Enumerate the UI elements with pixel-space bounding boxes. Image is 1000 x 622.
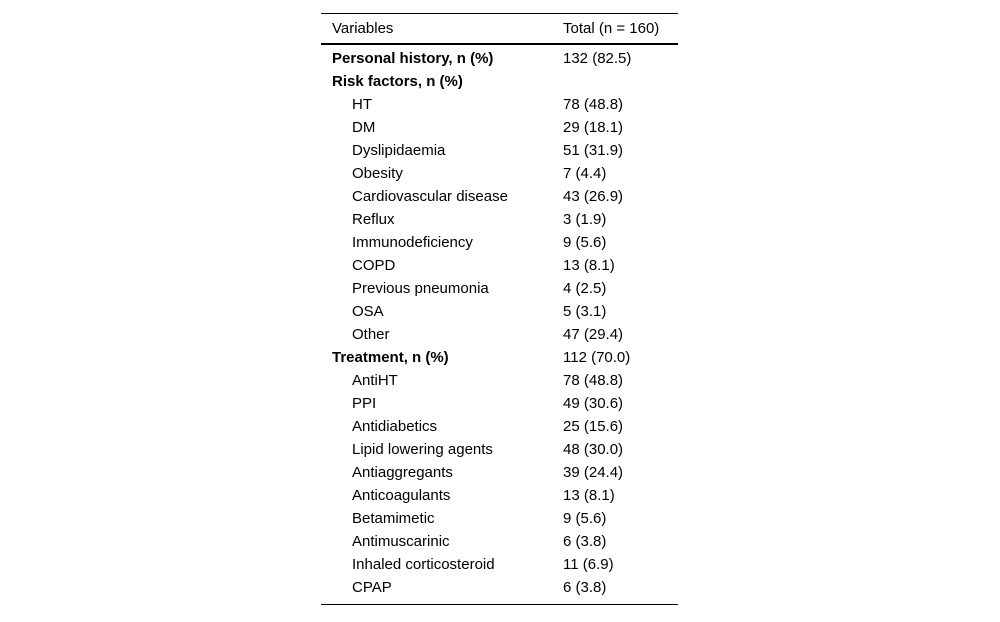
row-label: Reflux <box>352 211 395 228</box>
table-row: PPI 49 (30.6) <box>321 392 678 415</box>
table-row: CPAP 6 (3.8) <box>321 576 678 599</box>
row-value: 25 (15.6) <box>563 418 624 435</box>
table-row: Betamimetic 9 (5.6) <box>321 507 678 530</box>
row-value: 4 (2.5) <box>563 280 607 297</box>
row-value: 6 (3.8) <box>563 533 607 550</box>
row-value: 13 (8.1) <box>563 257 615 274</box>
row-label: Anticoagulants <box>352 487 451 504</box>
table-row: Antimuscarinic 6 (3.8) <box>321 530 678 553</box>
table-row: DM 29 (18.1) <box>321 116 678 139</box>
row-value: 49 (30.6) <box>563 395 624 412</box>
row-value: 11 (6.9) <box>563 556 614 573</box>
row-label: Previous pneumonia <box>352 280 489 297</box>
table-row: OSA 5 (3.1) <box>321 300 678 323</box>
row-label: OSA <box>352 303 384 320</box>
header-variables: Variables <box>332 20 394 37</box>
row-value: 9 (5.6) <box>563 510 607 527</box>
header-total: Total (n = 160) <box>563 20 660 37</box>
table-row: Lipid lowering agents 48 (30.0) <box>321 438 678 461</box>
table-row: Other 47 (29.4) <box>321 323 678 346</box>
variables-table: Variables Total (n = 160) Personal histo… <box>321 13 678 605</box>
row-label: Risk factors, n (%) <box>332 73 463 90</box>
table-row: Reflux 3 (1.9) <box>321 208 678 231</box>
row-label: COPD <box>352 257 396 274</box>
row-label: HT <box>352 96 372 113</box>
row-value: 3 (1.9) <box>563 211 607 228</box>
row-label: Personal history, n (%) <box>332 50 494 67</box>
row-value: 13 (8.1) <box>563 487 615 504</box>
table-row: Cardiovascular disease 43 (26.9) <box>321 185 678 208</box>
row-label: AntiHT <box>352 372 398 389</box>
row-label: Dyslipidaemia <box>352 142 446 159</box>
row-value: 5 (3.1) <box>563 303 607 320</box>
table-row: Anticoagulants 13 (8.1) <box>321 484 678 507</box>
table-row: COPD 13 (8.1) <box>321 254 678 277</box>
table-row: Risk factors, n (%) <box>321 70 678 93</box>
row-value: 112 (70.0) <box>563 349 631 366</box>
row-label: Antiaggregants <box>352 464 453 481</box>
row-label: Antidiabetics <box>352 418 438 435</box>
table-row: Antiaggregants 39 (24.4) <box>321 461 678 484</box>
row-value: 132 (82.5) <box>563 50 632 67</box>
row-value: 7 (4.4) <box>563 165 607 182</box>
table-row: Obesity 7 (4.4) <box>321 162 678 185</box>
row-value: 48 (30.0) <box>563 441 624 458</box>
table-row: Previous pneumonia 4 (2.5) <box>321 277 678 300</box>
table-body: Personal history, n (%) 132 (82.5) Risk … <box>321 45 678 604</box>
row-value: 47 (29.4) <box>563 326 624 343</box>
row-label: PPI <box>352 395 377 412</box>
row-value: 43 (26.9) <box>563 188 624 205</box>
table-row: HT 78 (48.8) <box>321 93 678 116</box>
table-row: Immunodeficiency 9 (5.6) <box>321 231 678 254</box>
table-row: Inhaled corticosteroid 11 (6.9) <box>321 553 678 576</box>
row-value: 6 (3.8) <box>563 579 607 596</box>
table-row: Personal history, n (%) 132 (82.5) <box>321 47 678 70</box>
table-row: Antidiabetics 25 (15.6) <box>321 415 678 438</box>
table-header-row: Variables Total (n = 160) <box>321 14 678 45</box>
row-value: 51 (31.9) <box>563 142 624 159</box>
table-row: Treatment, n (%) 112 (70.0) <box>321 346 678 369</box>
row-label: Inhaled corticosteroid <box>352 556 495 573</box>
row-value: 78 (48.8) <box>563 96 624 113</box>
row-label: Obesity <box>352 165 403 182</box>
row-label: Antimuscarinic <box>352 533 450 550</box>
row-label: CPAP <box>352 579 392 596</box>
table-row: AntiHT 78 (48.8) <box>321 369 678 392</box>
row-label: Immunodeficiency <box>352 234 473 251</box>
table-row: Dyslipidaemia 51 (31.9) <box>321 139 678 162</box>
row-label: Other <box>352 326 390 343</box>
row-label: Treatment, n (%) <box>332 349 449 366</box>
row-label: Cardiovascular disease <box>352 188 508 205</box>
row-value: 39 (24.4) <box>563 464 624 481</box>
row-value: 9 (5.6) <box>563 234 607 251</box>
row-label: Betamimetic <box>352 510 435 527</box>
row-value: 78 (48.8) <box>563 372 624 389</box>
row-label: Lipid lowering agents <box>352 441 493 458</box>
row-label: DM <box>352 119 376 136</box>
row-value: 29 (18.1) <box>563 119 624 136</box>
